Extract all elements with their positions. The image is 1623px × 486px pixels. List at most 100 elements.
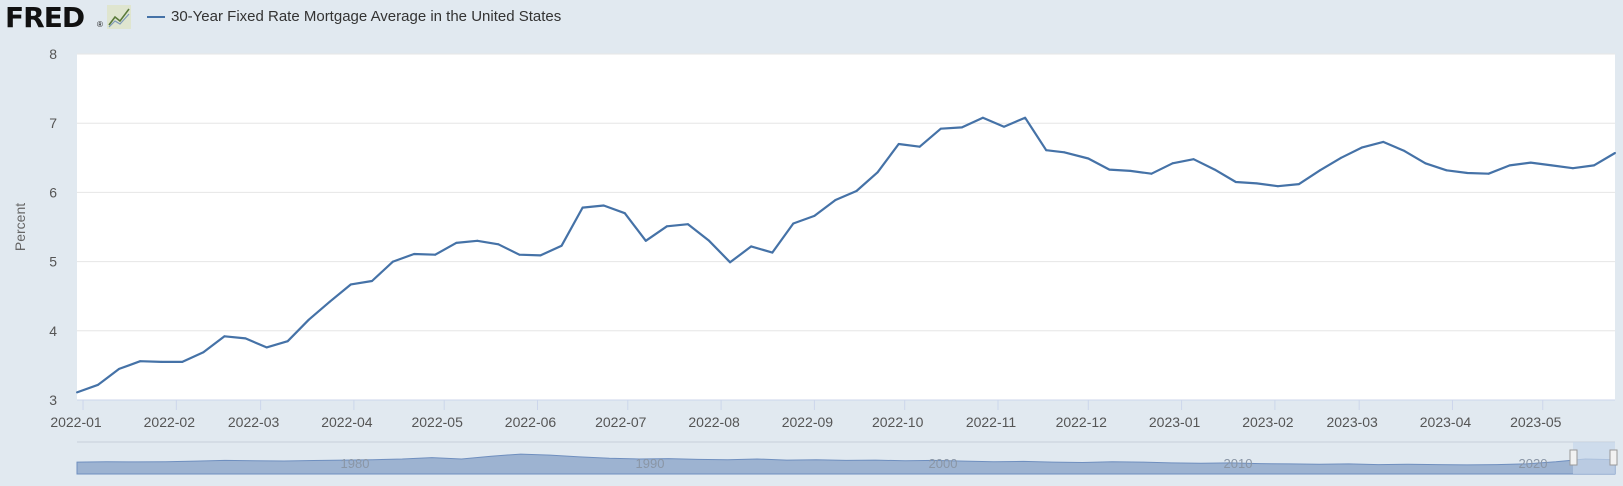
data-point[interactable] [1361,146,1364,149]
data-point[interactable] [349,283,352,286]
data-point[interactable] [392,260,394,263]
data-point[interactable] [434,253,437,256]
data-point[interactable] [939,127,942,130]
data-point[interactable] [1445,169,1448,172]
data-point[interactable] [1403,149,1406,152]
data-point[interactable] [1276,185,1279,188]
data-point[interactable] [834,199,837,201]
data-point[interactable] [813,214,816,217]
data-point[interactable] [539,254,542,257]
data-point[interactable] [1592,164,1595,167]
data-point[interactable] [1108,168,1111,171]
data-point[interactable] [202,351,205,354]
data-point[interactable] [1063,151,1066,154]
data-point[interactable] [181,360,184,363]
fred-logo[interactable]: FRED [5,1,85,34]
navigator-series-area [76,453,1616,475]
data-point[interactable] [455,241,458,244]
data-point[interactable] [223,335,226,338]
chart-legend[interactable]: 30-Year Fixed Rate Mortgage Average in t… [147,8,561,25]
data-point[interactable] [328,300,331,303]
navigator-year-label: 2010 [1224,456,1253,471]
data-point[interactable] [518,253,521,256]
data-point[interactable] [918,145,921,148]
data-point[interactable] [1319,169,1321,172]
navigator-left-handle[interactable] [1569,449,1578,466]
data-point[interactable] [1424,162,1427,165]
data-point[interactable] [118,367,121,370]
data-point[interactable] [1129,169,1132,172]
data-point[interactable] [1508,164,1511,167]
data-point[interactable] [1150,172,1153,175]
x-tick-label: 2022-07 [595,414,647,430]
data-point[interactable] [1550,164,1553,167]
data-point[interactable] [876,171,879,174]
data-point[interactable] [371,280,373,282]
data-point[interactable] [1045,149,1048,152]
navigator-right-handle[interactable] [1609,449,1618,466]
y-axis-label: Percent [12,203,28,251]
fred-graph-icon [107,5,131,29]
data-point[interactable] [413,253,416,255]
data-point[interactable] [476,239,479,242]
data-point[interactable] [1255,182,1258,185]
data-point[interactable] [286,340,289,343]
data-point[interactable] [855,190,858,192]
data-point[interactable] [76,391,78,394]
data-point[interactable] [1614,152,1616,154]
data-point[interactable] [1298,183,1300,186]
navigator-year-label: 1980 [341,456,370,471]
data-point[interactable] [981,116,984,119]
data-point[interactable] [960,126,963,129]
navigator-year-label: 1990 [636,456,665,471]
data-point[interactable] [1466,172,1469,174]
navigator[interactable]: 1980 1990 2000 2010 2020 [76,441,1618,475]
x-tick-label: 2023-04 [1420,414,1472,430]
data-point[interactable] [1571,167,1574,170]
x-tick-label: 2022-08 [688,414,740,430]
data-point[interactable] [244,337,247,340]
data-point[interactable] [1234,181,1237,183]
data-point[interactable] [687,223,689,226]
data-point[interactable] [97,383,100,386]
data-point[interactable] [307,318,310,321]
y-tick-label: 3 [49,392,57,408]
data-point[interactable] [1529,161,1532,164]
x-tick-label: 2022-06 [505,414,557,430]
data-point[interactable] [644,239,647,242]
data-point[interactable] [1382,140,1385,143]
x-tick-label: 2022-05 [411,414,463,430]
data-point[interactable] [497,243,500,246]
y-tick-label: 6 [49,184,57,200]
data-point[interactable] [160,360,163,363]
data-point[interactable] [265,346,268,349]
navigator-selection[interactable] [1573,442,1615,474]
x-tick-label: 2022-01 [50,414,102,430]
data-point[interactable] [623,212,626,215]
data-point[interactable] [1340,156,1343,159]
data-point[interactable] [1487,172,1490,175]
data-point[interactable] [1213,168,1216,171]
x-tick-label: 2023-01 [1149,414,1201,430]
data-point[interactable] [1192,158,1195,161]
data-point[interactable] [792,222,795,225]
data-point[interactable] [729,261,732,264]
data-point[interactable] [708,239,711,242]
data-point[interactable] [665,225,668,228]
data-point[interactable] [581,206,584,209]
data-point[interactable] [750,245,753,248]
series-line[interactable] [76,116,1616,394]
data-point[interactable] [602,204,605,207]
data-point[interactable] [560,244,563,247]
x-tick-label: 2022-02 [144,414,196,430]
data-point[interactable] [897,143,900,145]
data-point[interactable] [1024,116,1027,119]
data-point[interactable] [1087,157,1090,160]
data-point[interactable] [1171,162,1174,165]
gridlines [77,53,1615,332]
data-point[interactable] [1003,125,1005,128]
x-tick-label: 2022-09 [782,414,834,430]
data-point[interactable] [139,360,142,363]
data-point[interactable] [771,251,774,254]
